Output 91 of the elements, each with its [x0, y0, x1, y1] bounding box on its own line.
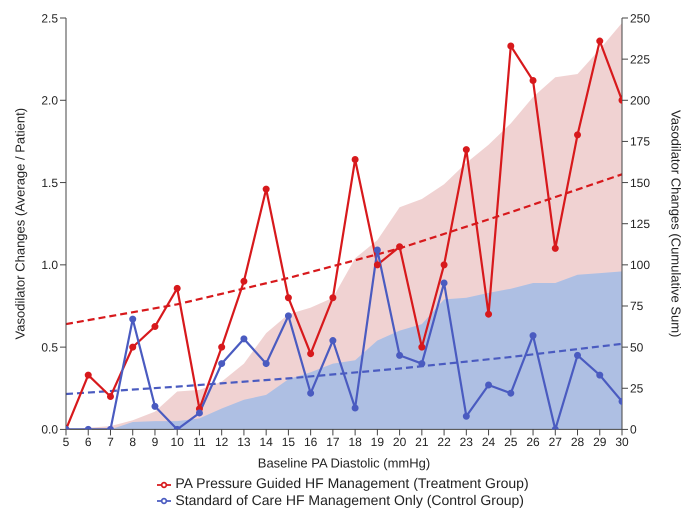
y-tick-label: 2.5: [41, 11, 58, 26]
y-tick-label: 1.5: [41, 176, 58, 190]
y-tick-label: 0.0: [41, 422, 58, 437]
point: [462, 412, 470, 420]
point: [462, 146, 470, 154]
x-tick-label: 17: [326, 434, 340, 449]
point: [507, 42, 514, 50]
x-tick-label: 11: [193, 434, 206, 449]
x-tick-label: 21: [415, 434, 429, 449]
x-tick-label: 12: [215, 434, 229, 449]
x-tick-label: 13: [237, 434, 251, 449]
y2-tick-label: 25: [630, 382, 644, 396]
x-tick-label: 8: [129, 434, 136, 449]
x-tick-label: 14: [259, 434, 274, 449]
x-tick-label: 7: [107, 434, 114, 449]
point: [106, 392, 114, 400]
point: [596, 38, 604, 45]
point: [552, 244, 559, 252]
y-axis-title: Vasodilator Changes (Average / Patient): [12, 108, 28, 340]
point: [418, 344, 426, 351]
point: [218, 344, 226, 351]
x-tick-label: 19: [370, 434, 384, 449]
y2-tick-label: 50: [630, 340, 644, 354]
point: [307, 390, 314, 397]
x-tick-label: 24: [482, 434, 496, 449]
point: [329, 337, 336, 344]
point: [329, 294, 336, 302]
point: [284, 312, 292, 320]
point: [530, 77, 537, 84]
point: [262, 360, 270, 368]
y2-tick-label: 125: [630, 216, 650, 231]
point: [307, 350, 314, 358]
x-tick-label: 29: [593, 434, 607, 449]
x-tick-label: 16: [304, 434, 318, 449]
point: [530, 332, 537, 340]
x-tick-label: 28: [570, 434, 585, 449]
y2-tick-label: 0: [630, 422, 637, 437]
point: [596, 372, 604, 379]
x-tick-label: 15: [282, 434, 296, 449]
point: [151, 402, 158, 410]
legend-label: PA Pressure Guided HF Management (Treatment Group): [175, 475, 529, 492]
point: [196, 409, 203, 416]
y2-tick-label: 250: [630, 11, 650, 26]
y2-axis-title: Vasodilator Changes (Cumulative Sum): [668, 110, 684, 338]
point: [374, 261, 381, 268]
x-tick-label: 22: [437, 434, 452, 449]
y2-tick-label: 225: [630, 52, 650, 66]
x-axis-title: Baseline PA Diastolic (mmHg): [258, 455, 430, 470]
x-tick-label: 26: [526, 434, 540, 449]
point: [84, 372, 92, 379]
point: [218, 360, 226, 368]
x-tick-label: 23: [460, 434, 474, 449]
y2-tick-label: 200: [630, 94, 650, 108]
point: [262, 186, 270, 193]
point: [240, 278, 248, 285]
y2-tick-label: 150: [630, 176, 650, 190]
point: [352, 404, 359, 412]
point: [574, 352, 582, 359]
point: [284, 294, 292, 302]
point: [240, 335, 248, 342]
y-tick-label: 1.0: [41, 258, 58, 272]
x-tick-label: 25: [504, 434, 518, 449]
point: [485, 310, 492, 318]
y2-tick-label: 175: [630, 134, 650, 149]
point: [129, 344, 136, 351]
point: [396, 243, 404, 250]
y2-tick-label: 75: [630, 299, 644, 314]
point: [352, 156, 359, 164]
point: [418, 360, 426, 368]
y-tick-label: 0.5: [41, 340, 58, 354]
point: [440, 279, 448, 286]
point: [151, 323, 158, 330]
point: [374, 246, 381, 254]
point: [396, 352, 404, 359]
x-tick-label: 30: [615, 434, 629, 449]
point: [574, 131, 582, 138]
x-tick-label: 9: [152, 434, 159, 449]
point: [174, 284, 181, 292]
x-tick-label: 6: [84, 434, 92, 449]
point: [129, 316, 136, 323]
point: [485, 381, 492, 388]
x-tick-label: 5: [62, 434, 70, 449]
y-tick-label: 2.0: [41, 94, 58, 108]
x-tick-label: 10: [170, 434, 184, 449]
x-tick-label: 27: [548, 434, 562, 449]
x-tick-label: 20: [392, 434, 407, 449]
y2-tick-label: 100: [630, 258, 650, 272]
point: [440, 261, 448, 268]
x-tick-label: 18: [348, 434, 362, 449]
legend-label: Standard of Care HF Management Only (Control Group): [175, 492, 524, 508]
point: [507, 390, 514, 397]
